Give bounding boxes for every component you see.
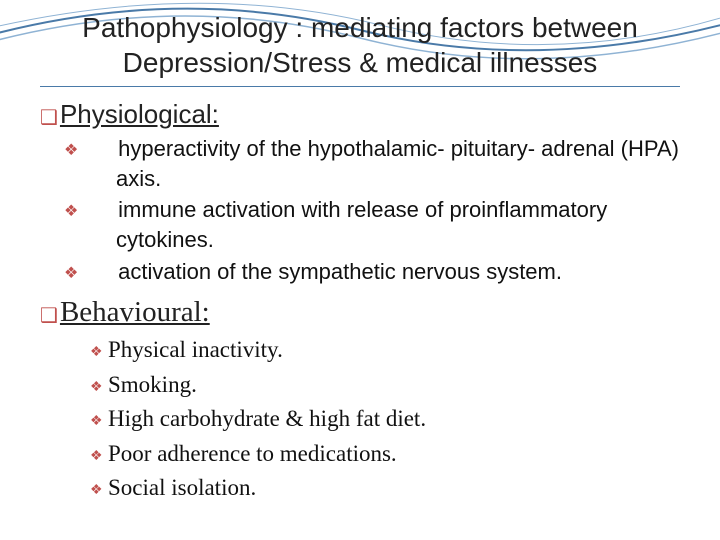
list-item: ❖ immune activation with release of proi… xyxy=(90,195,680,254)
item-text: Poor adherence to medications. xyxy=(108,441,397,466)
slide-title: Pathophysiology : mediating factors betw… xyxy=(40,10,680,87)
item-text: Smoking. xyxy=(108,372,197,397)
section-behavioural-heading: ❑Behavioural: xyxy=(40,296,680,329)
item-text: activation of the sympathetic nervous sy… xyxy=(112,259,562,284)
diamond-bullet-icon: ❖ xyxy=(90,140,112,162)
list-item: ❖Social isolation. xyxy=(90,471,680,506)
item-text: Social isolation. xyxy=(108,475,256,500)
list-item: ❖Physical inactivity. xyxy=(90,333,680,368)
list-item: ❖Smoking. xyxy=(90,368,680,403)
list-item: ❖High carbohydrate & high fat diet. xyxy=(90,402,680,437)
diamond-bullet-icon: ❖ xyxy=(90,479,108,500)
item-text: High carbohydrate & high fat diet. xyxy=(108,406,426,431)
physiological-list: ❖ hyperactivity of the hypothalamic- pit… xyxy=(90,134,680,286)
list-item: ❖ hyperactivity of the hypothalamic- pit… xyxy=(90,134,680,193)
diamond-bullet-icon: ❖ xyxy=(90,341,108,362)
section-physiological-label: Physiological: xyxy=(58,99,219,129)
item-text: immune activation with release of proinf… xyxy=(112,197,607,252)
diamond-bullet-icon: ❖ xyxy=(90,201,112,223)
list-item: ❖ activation of the sympathetic nervous … xyxy=(90,257,680,287)
list-item: ❖Poor adherence to medications. xyxy=(90,437,680,472)
diamond-bullet-icon: ❖ xyxy=(90,410,108,431)
diamond-bullet-icon: ❖ xyxy=(90,376,108,397)
square-bullet-icon: ❑ xyxy=(40,305,58,327)
square-bullet-icon: ❑ xyxy=(40,107,58,129)
slide-content: Pathophysiology : mediating factors betw… xyxy=(0,0,720,526)
section-behavioural-label: Behavioural: xyxy=(58,296,210,328)
item-text: Physical inactivity. xyxy=(108,337,283,362)
item-text: hyperactivity of the hypothalamic- pitui… xyxy=(112,136,679,191)
diamond-bullet-icon: ❖ xyxy=(90,445,108,466)
diamond-bullet-icon: ❖ xyxy=(90,263,112,285)
section-physiological-heading: ❑Physiological: xyxy=(40,99,680,130)
behavioural-list: ❖Physical inactivity. ❖Smoking. ❖High ca… xyxy=(90,333,680,506)
